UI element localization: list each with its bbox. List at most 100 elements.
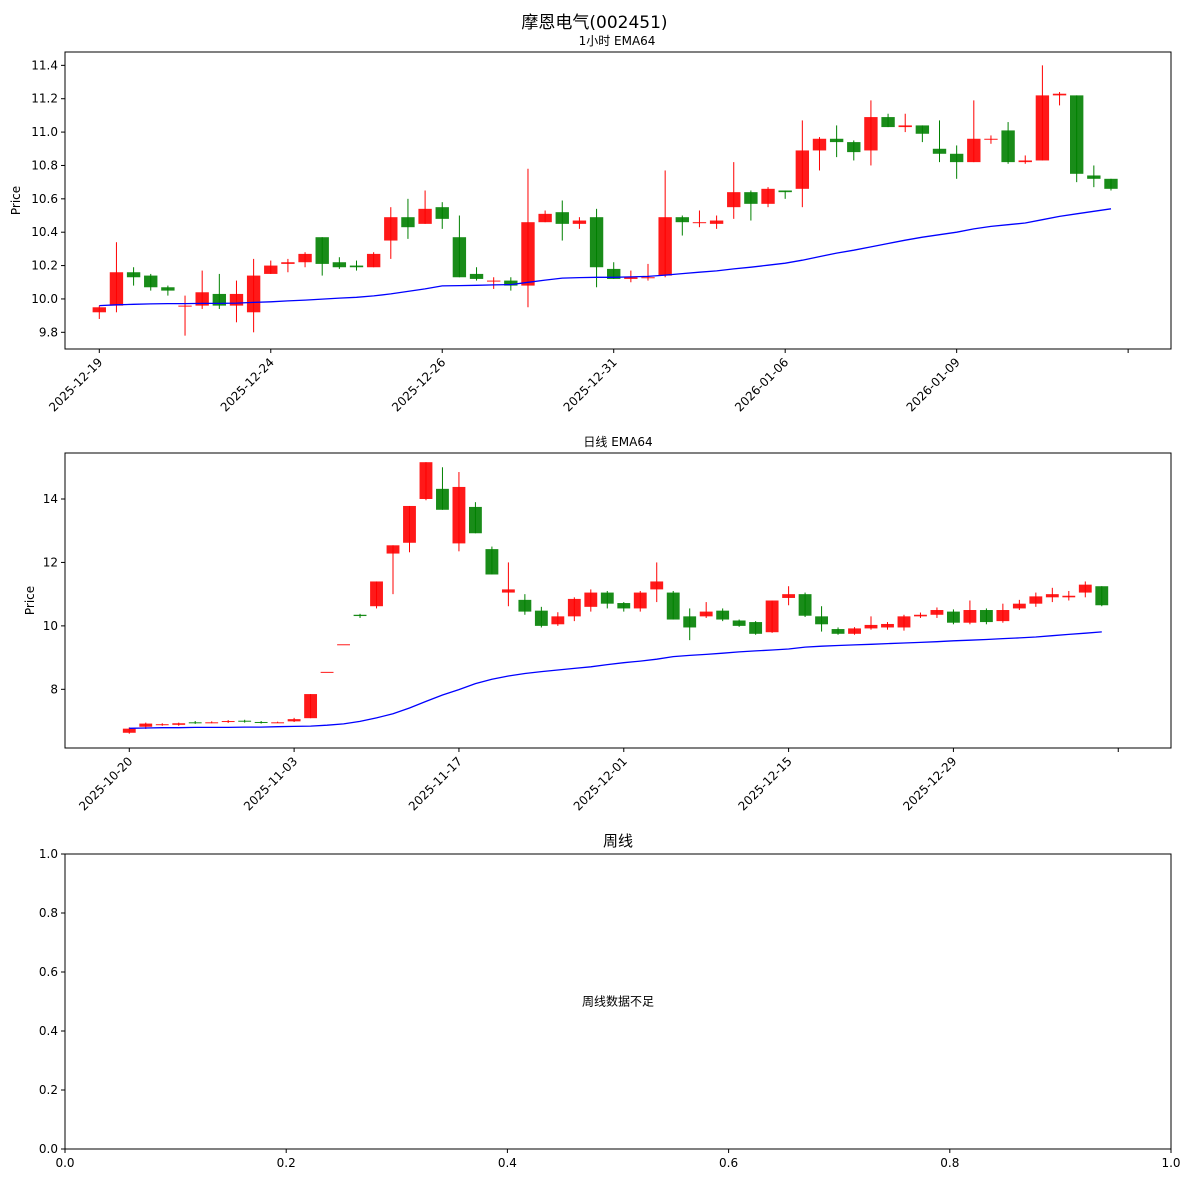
candle <box>205 721 219 724</box>
candle <box>765 600 779 633</box>
candle <box>567 597 581 622</box>
candle-body <box>144 275 158 288</box>
candle-body <box>370 581 383 607</box>
candle-body <box>624 277 638 279</box>
candle-body <box>271 722 285 724</box>
y-tick-label: 0.4 <box>39 1024 58 1038</box>
plot-frame <box>64 452 1172 749</box>
candle-body <box>798 594 812 616</box>
candle-body <box>815 616 828 625</box>
chart-title: 1小时 EMA64 <box>579 34 656 48</box>
candle-body <box>795 150 810 189</box>
candle <box>178 295 192 336</box>
candle <box>304 694 318 719</box>
candle-body <box>518 599 532 612</box>
daily-chart-panel: 日线 EMA64 Price 8 10 12 14 2025-10-20 2025-11-03… <box>23 435 1172 813</box>
y-tick-label: 10.8 <box>31 158 58 172</box>
candle <box>932 120 947 163</box>
candle <box>229 280 244 323</box>
candle <box>188 721 202 724</box>
candle-body <box>501 589 515 593</box>
candle <box>930 607 944 618</box>
y-axis-label: Price <box>9 186 23 215</box>
candle <box>915 125 930 143</box>
candle <box>435 202 449 229</box>
x-tick-label: 2026-01-09 <box>904 355 963 414</box>
candle-body <box>1035 95 1050 161</box>
x-tick-label: 0.8 <box>940 1156 959 1170</box>
candle-body <box>254 721 268 723</box>
candle-body <box>436 488 449 510</box>
x-tick-label: 2025-12-15 <box>735 754 794 813</box>
candle <box>1012 599 1026 611</box>
candle <box>1045 587 1059 603</box>
candle-body <box>315 237 329 264</box>
candle-body <box>744 192 758 204</box>
y-tick-label: 14 <box>43 492 58 506</box>
candle <box>761 187 775 208</box>
candle-body <box>749 622 763 634</box>
candle-body <box>683 616 697 628</box>
candle-body <box>1062 595 1076 598</box>
candle-body <box>829 138 844 143</box>
candle-body <box>264 265 278 274</box>
figure-suptitle: 摩恩电气(002451) <box>521 13 668 33</box>
candle-body <box>126 272 141 278</box>
candle <box>254 721 268 724</box>
candle-body <box>847 142 861 153</box>
candle-body <box>538 213 552 223</box>
candle <box>1078 581 1092 598</box>
candle-body <box>229 293 244 306</box>
candle-body <box>469 273 484 279</box>
candle-body <box>353 614 367 617</box>
candle-body <box>675 217 689 223</box>
candle <box>518 594 532 615</box>
candle-body <box>122 728 136 733</box>
candle <box>666 590 680 620</box>
candle-body <box>984 138 998 140</box>
candle <box>692 210 707 228</box>
candle <box>864 616 878 630</box>
candle-body <box>178 305 192 307</box>
candle-body <box>914 614 927 617</box>
candle <box>281 258 295 273</box>
y-axis-label: Price <box>23 586 37 615</box>
candle <box>436 467 449 510</box>
candle <box>1052 92 1067 106</box>
ema-line <box>129 631 1102 729</box>
candle-body <box>692 222 707 224</box>
candle-body <box>304 694 318 719</box>
y-tick-label: 8 <box>50 682 58 696</box>
candle-body <box>915 125 930 134</box>
candle-body <box>418 208 432 224</box>
y-tick-label: 1.0 <box>39 847 58 861</box>
candle-body <box>92 307 106 313</box>
candle <box>1095 586 1109 607</box>
candle <box>195 270 209 309</box>
candle <box>172 722 186 726</box>
candle <box>881 622 894 630</box>
ema-line <box>99 208 1112 307</box>
candle-body <box>555 212 569 224</box>
candle-body <box>949 153 964 163</box>
candle <box>401 198 415 239</box>
candle <box>501 562 515 607</box>
candle <box>1062 590 1076 601</box>
candle-body <box>212 293 227 306</box>
candle-body <box>932 148 947 154</box>
candle <box>486 277 501 289</box>
y-tick-label: 11.0 <box>31 125 58 139</box>
candle <box>452 215 467 278</box>
candle <box>332 257 347 269</box>
candle <box>749 621 763 635</box>
y-tick-label: 10.6 <box>31 192 58 206</box>
candle-body <box>898 125 912 128</box>
candle-body <box>419 462 433 499</box>
x-tick-label: 2025-12-31 <box>561 355 620 414</box>
candle-body <box>709 220 724 224</box>
candle-body <box>337 644 350 646</box>
candle <box>1029 592 1043 607</box>
candle-body <box>641 277 655 279</box>
candle-body <box>161 287 175 291</box>
candle <box>709 215 724 229</box>
